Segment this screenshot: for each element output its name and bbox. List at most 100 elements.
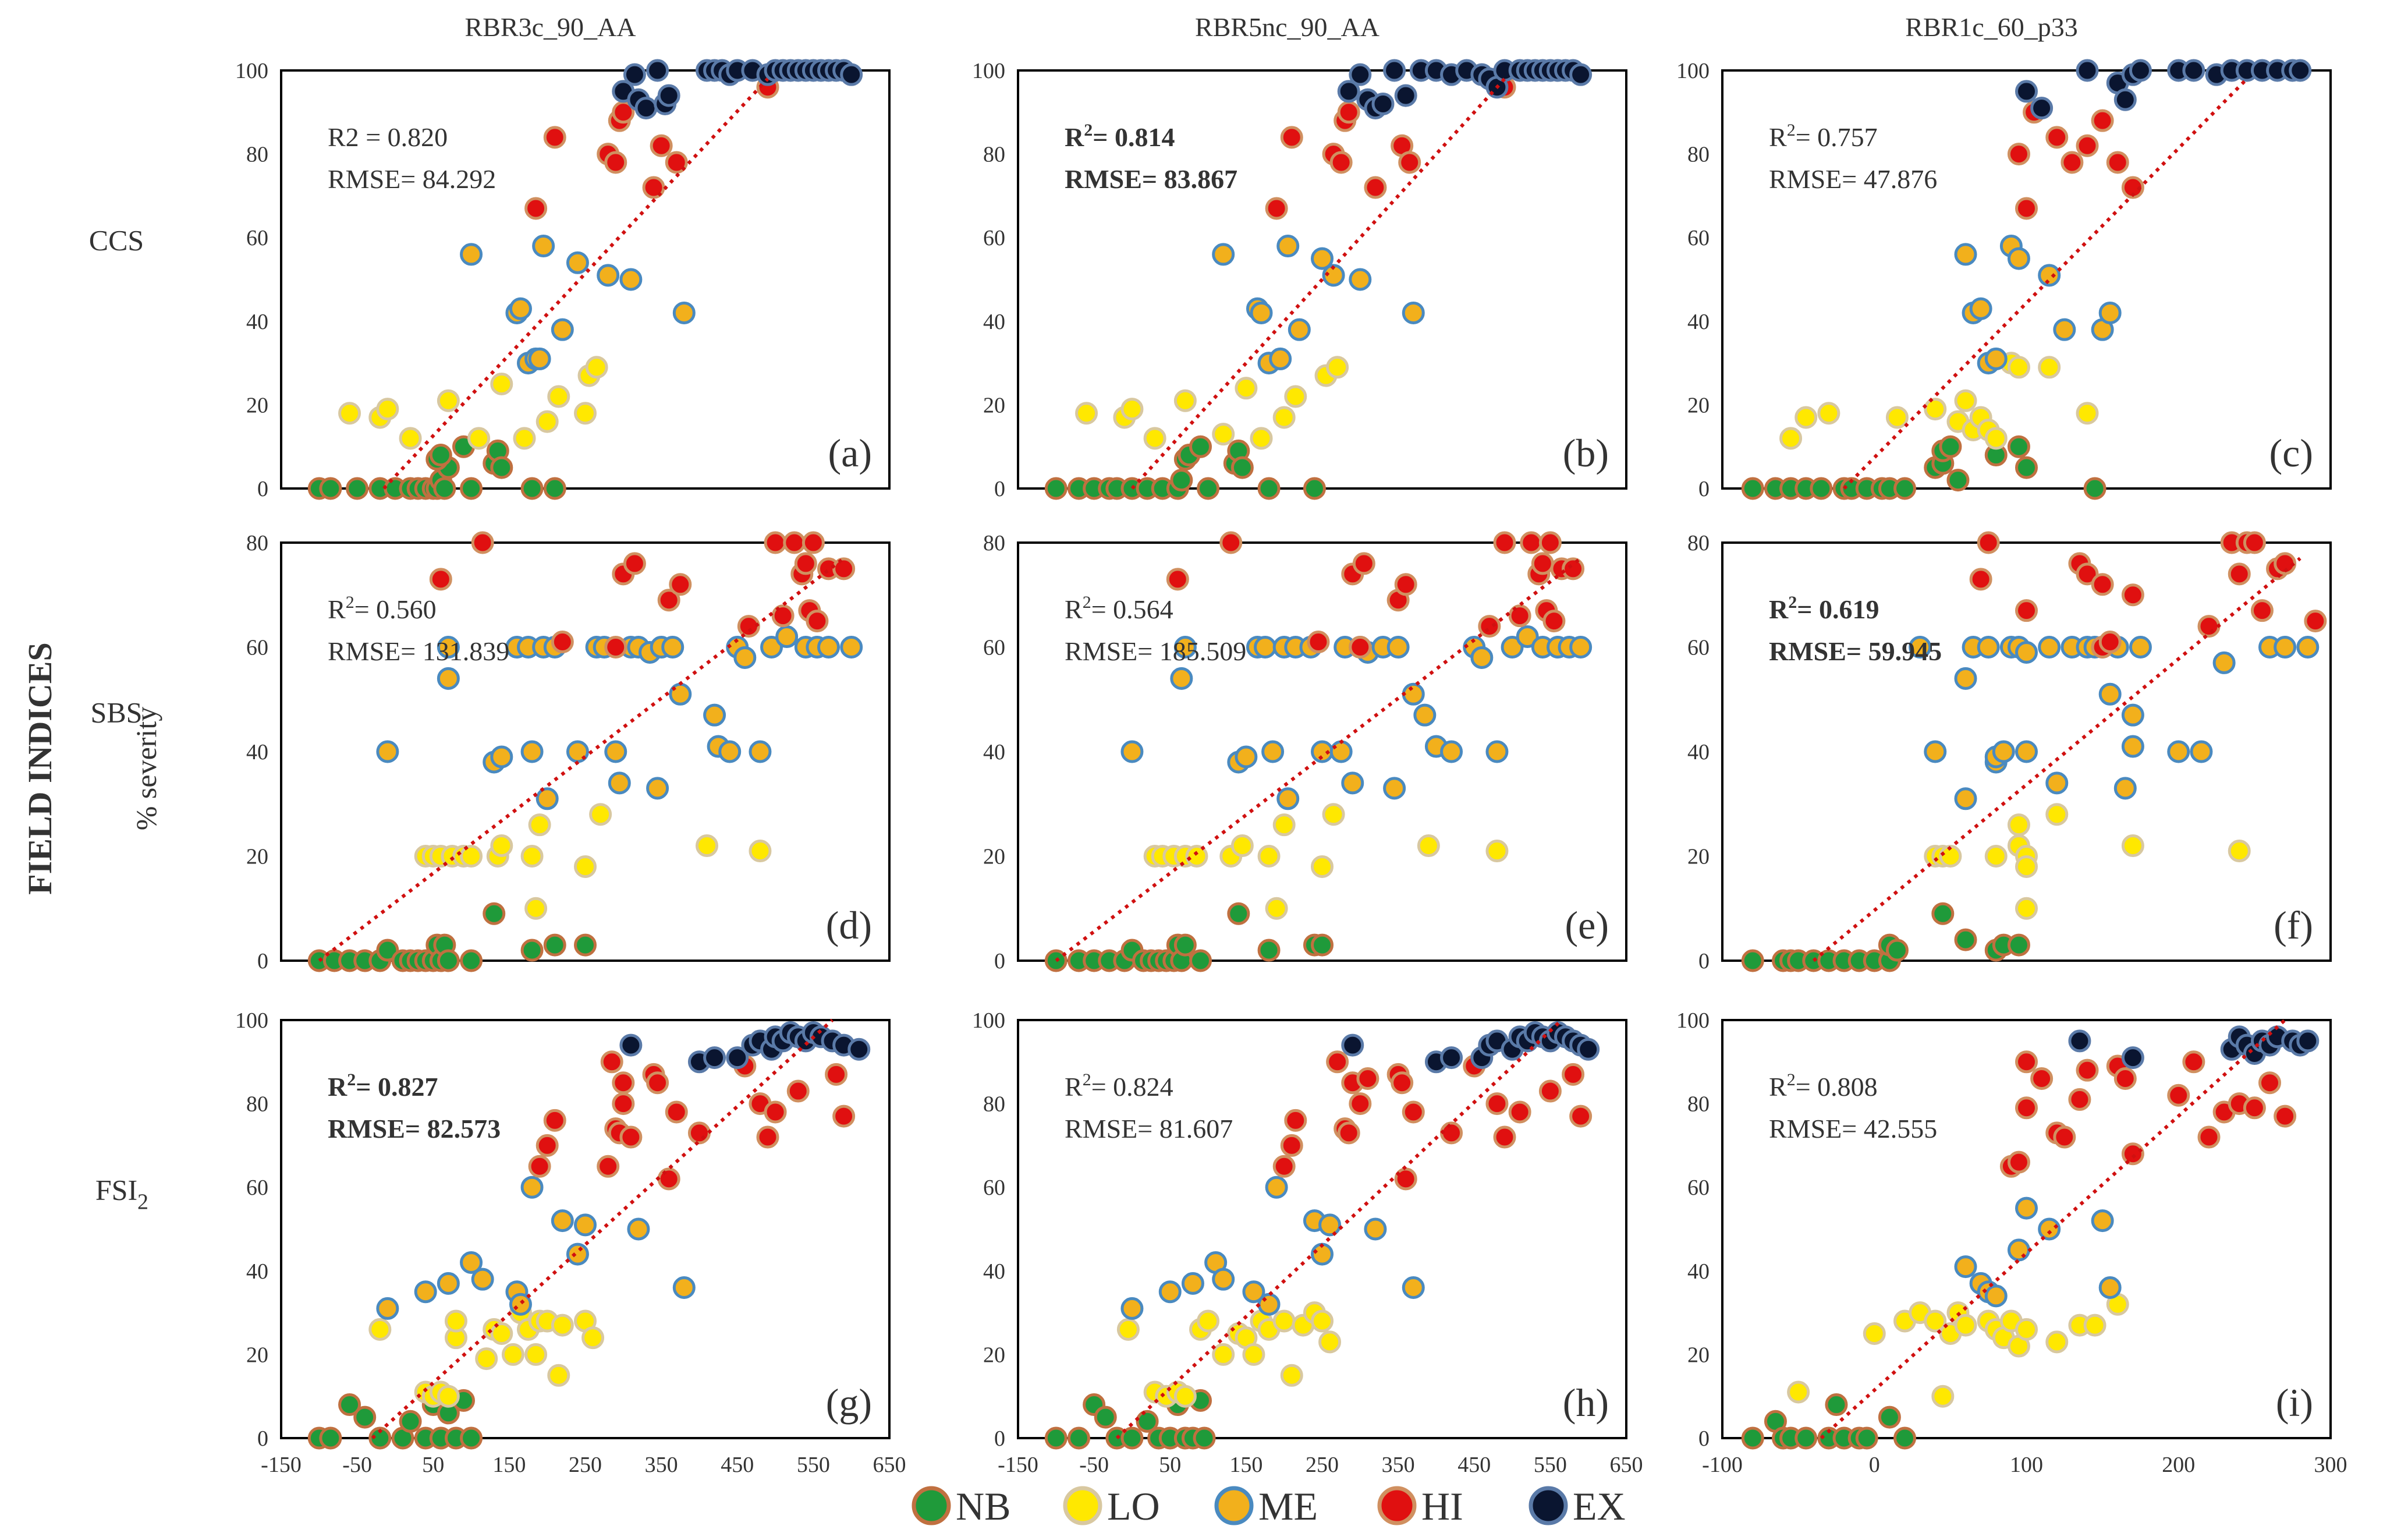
r2-value: 0.808 xyxy=(1817,1072,1878,1102)
r2-separator: = xyxy=(359,122,388,152)
point-hi xyxy=(1562,1063,1585,1086)
point-lo xyxy=(1924,398,1947,421)
point-me xyxy=(2113,777,2137,800)
rmse-annotation: RMSE= 84.292 xyxy=(328,164,496,194)
r2-value: 0.564 xyxy=(1113,594,1173,624)
y-tick-label: 20 xyxy=(1687,1343,1710,1367)
trend-line xyxy=(371,1018,834,1440)
point-nb xyxy=(1939,435,1962,458)
point-lo xyxy=(524,897,548,920)
x-tick-label: 250 xyxy=(1306,1453,1339,1477)
point-lo xyxy=(490,1322,513,1345)
point-lo xyxy=(528,813,551,837)
legend-marker-lo xyxy=(1063,1486,1102,1525)
point-hi xyxy=(1531,552,1554,575)
y-tick-label: 100 xyxy=(972,1008,1005,1033)
point-hi xyxy=(604,151,627,174)
point-nb xyxy=(2083,477,2106,500)
point-me xyxy=(376,1297,399,1320)
point-hi xyxy=(832,1104,856,1128)
point-lo xyxy=(589,803,612,826)
point-me xyxy=(1569,636,1593,659)
point-ex xyxy=(2121,1046,2144,1070)
point-me xyxy=(672,1276,696,1300)
y-main-title: FIELD INDICES xyxy=(21,642,59,895)
point-me xyxy=(2007,1238,2030,1262)
scatter-panel: 0 20 40 60 80 R2= 0.564 RMSE= 185.509 (e) xyxy=(983,531,1627,973)
r2-value: 0.560 xyxy=(376,594,437,624)
point-lo xyxy=(1322,803,1345,826)
point-hi xyxy=(1349,1092,1372,1116)
point-lo xyxy=(2121,834,2144,858)
point-me xyxy=(775,625,799,649)
r2-separator: = xyxy=(1091,1072,1113,1102)
point-lo xyxy=(1272,1309,1296,1333)
point-me xyxy=(1485,740,1509,763)
y-tick-label: 20 xyxy=(983,393,1005,417)
point-me xyxy=(437,636,460,659)
point-lo xyxy=(1417,834,1440,858)
point-lo xyxy=(1143,427,1166,450)
point-hi xyxy=(1352,552,1375,575)
trend-line xyxy=(318,557,845,962)
y-tick-label: 40 xyxy=(983,1259,1005,1284)
x-tick-label: 550 xyxy=(797,1453,830,1477)
y-tick-label: 0 xyxy=(994,1426,1005,1451)
point-lo xyxy=(535,410,559,433)
point-nb xyxy=(2015,456,2038,479)
point-nb xyxy=(437,949,460,972)
point-me xyxy=(1170,667,1193,690)
point-hi xyxy=(1284,1109,1307,1132)
y-tick-label: 0 xyxy=(994,949,1005,973)
point-me xyxy=(646,777,669,800)
panel-label: (h) xyxy=(1563,1380,1609,1425)
point-nb xyxy=(1946,469,1970,492)
point-me xyxy=(597,264,620,287)
point-hi xyxy=(1542,610,1566,633)
point-hi xyxy=(764,531,787,554)
point-lo xyxy=(1326,356,1349,379)
y-tick-label: 40 xyxy=(983,310,1005,334)
point-nb xyxy=(429,444,452,467)
point-me xyxy=(437,1272,460,1295)
point-lo xyxy=(2045,803,2069,826)
point-ex xyxy=(623,63,646,86)
point-me xyxy=(619,268,643,291)
legend-label: LO xyxy=(1107,1484,1160,1528)
point-nb xyxy=(353,1406,377,1429)
point-lo xyxy=(1311,1309,1334,1333)
point-me xyxy=(2015,640,2038,664)
point-ex xyxy=(657,84,680,107)
y-tick-label: 20 xyxy=(983,1343,1005,1367)
point-lo xyxy=(1863,1322,1886,1345)
point-ex xyxy=(1371,92,1395,115)
r2-label: R xyxy=(1769,594,1789,624)
point-ex xyxy=(1440,1046,1463,1070)
legend-label: NB xyxy=(956,1484,1010,1528)
y-tick-label: 40 xyxy=(246,1259,268,1284)
r2-label: R xyxy=(1065,122,1084,152)
point-hi xyxy=(737,615,760,638)
scatter-panel: 0 20 40 60 80 100 -150 -50 50 150 250 350 450 550 650 R… xyxy=(235,1008,906,1477)
legend-label: EX xyxy=(1573,1484,1626,1528)
y-tick-label: 0 xyxy=(257,1426,268,1451)
point-me xyxy=(627,1217,650,1241)
point-hi xyxy=(1337,1121,1360,1145)
point-me xyxy=(1329,740,1353,763)
point-nb xyxy=(1120,1426,1144,1450)
x-tick-label: -50 xyxy=(342,1453,372,1477)
point-hi xyxy=(1166,568,1189,591)
point-lo xyxy=(551,1314,574,1337)
point-nb xyxy=(1189,435,1212,458)
point-nb xyxy=(1227,902,1250,925)
point-lo xyxy=(1212,1343,1235,1366)
r2-superscript: 2 xyxy=(1083,1070,1091,1089)
point-ex xyxy=(634,97,658,120)
point-nb xyxy=(543,933,566,957)
point-lo xyxy=(1939,845,1962,868)
rmse-label: RMSE= xyxy=(1065,1114,1159,1144)
point-hi xyxy=(2045,126,2069,149)
rmse-value: 83.867 xyxy=(1164,164,1238,194)
point-hi xyxy=(2167,1084,2190,1107)
rmse-annotation: RMSE= 47.876 xyxy=(1769,164,1937,194)
